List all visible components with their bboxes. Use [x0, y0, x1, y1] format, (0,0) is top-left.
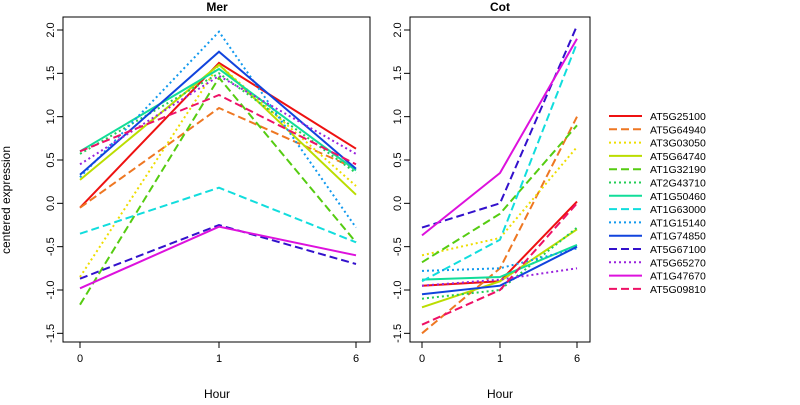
series-line-at5g67100-mer [79, 223, 357, 280]
y-tick-label: 0.0 [45, 196, 57, 211]
series-line-at5g09810-mer [79, 93, 357, 166]
legend-label-at5g65270: AT5G65270 [650, 257, 706, 269]
y-tick-label: -0.5 [45, 237, 57, 256]
legend-label-at1g63000: AT1G63000 [650, 204, 706, 216]
y-axis-label-mer: centered expression [0, 146, 13, 254]
series-line-at2g43710-mer [79, 72, 357, 174]
series-line-at5g09810-cot [421, 202, 578, 326]
x-axis-label-cot: Hour [487, 387, 513, 400]
x-tick-label: 0 [419, 353, 425, 365]
series-line-at1g63000-cot [421, 42, 578, 283]
series-line-at5g65270-mer [79, 74, 357, 166]
series-line-at3g03050-mer [79, 63, 357, 278]
y-tick-label: -0.5 [392, 237, 404, 256]
legend-label-at5g64740: AT5G64740 [650, 151, 706, 163]
series-line-at5g65270-cot [421, 267, 578, 287]
legend-label-at1g32190: AT1G32190 [650, 164, 706, 176]
y-tick-label: 1.5 [45, 66, 57, 81]
y-tick-label: 0.0 [392, 196, 404, 211]
series-line-at1g74850-cot [421, 245, 578, 296]
x-tick-label: 1 [216, 353, 222, 365]
panel-mer: -1.5 -1.0 -0.5 0.0 0.5 1.0 1.5 2.0 0 1 6 [45, 16, 371, 365]
x-tick-label: 1 [497, 353, 503, 365]
y-tick-label: 2.0 [392, 22, 404, 37]
series-line-at5g64940-cot [421, 116, 578, 335]
y-tick-label: 0.5 [45, 152, 57, 167]
series-line-at5g64740-cot [421, 228, 578, 309]
series-line-at5g64940-mer [79, 106, 357, 209]
legend-label-at1g50460: AT1G50460 [650, 191, 706, 203]
legend-label-at1g47670: AT1G47670 [650, 271, 706, 283]
y-tick-label: 1.5 [392, 66, 404, 81]
legend-label-at5g67100: AT5G67100 [650, 244, 706, 256]
y-tick-label: 0.5 [392, 152, 404, 167]
x-tick-label: 6 [574, 353, 580, 365]
legend-label-at2g43710: AT2G43710 [650, 178, 706, 190]
x-axis-label-mer: Hour [204, 387, 230, 400]
panel-title-mer: Mer [206, 0, 228, 14]
series-line-at1g50460-mer [79, 67, 357, 172]
panel-cot: -1.5 -1.0 -0.5 0.0 0.5 1.0 1.5 2.0 0 1 6 [392, 16, 591, 365]
series-line-at1g15140-mer [79, 30, 357, 229]
legend-label-at1g15140: AT1G15140 [650, 217, 706, 229]
series-line-at1g50460-cot [421, 243, 578, 281]
series-line-at5g25100-mer [79, 61, 357, 209]
y-tick-label: 2.0 [45, 22, 57, 37]
series-line-at2g43710-cot [421, 226, 578, 300]
legend: AT5G25100AT5G64940AT3G03050AT5G64740AT1G… [609, 111, 706, 296]
series-line-at1g15140-cot [421, 247, 578, 272]
y-tick-label: 1.0 [45, 109, 57, 124]
legend-label-at5g09810: AT5G09810 [650, 284, 706, 296]
y-tick-label: -1.5 [392, 324, 404, 343]
legend-label-at1g74850: AT1G74850 [650, 231, 706, 243]
panel-title-cot: Cot [490, 0, 510, 14]
y-tick-label: -1.0 [392, 281, 404, 300]
y-tick-label: -1.0 [45, 281, 57, 300]
legend-label-at5g25100: AT5G25100 [650, 111, 706, 123]
y-tick-label: 1.0 [392, 109, 404, 124]
series-line-at5g64740-mer [79, 63, 357, 196]
series-line-at5g67100-cot [421, 25, 578, 229]
series-line-at3g03050-cot [421, 146, 578, 257]
x-tick-label: 6 [353, 353, 359, 365]
series-line-at1g32190-mer [79, 75, 357, 306]
y-tick-label: -1.5 [45, 324, 57, 343]
plot-frame-mer [62, 16, 371, 343]
series-line-at1g63000-mer [79, 186, 357, 244]
series-line-at1g47670-cot [421, 38, 578, 237]
x-tick-label: 0 [77, 353, 83, 365]
legend-label-at5g64940: AT5G64940 [650, 124, 706, 136]
series-line-at1g32190-cot [421, 124, 578, 264]
legend-label-at3g03050: AT3G03050 [650, 138, 706, 150]
series-line-at1g47670-mer [79, 225, 357, 290]
